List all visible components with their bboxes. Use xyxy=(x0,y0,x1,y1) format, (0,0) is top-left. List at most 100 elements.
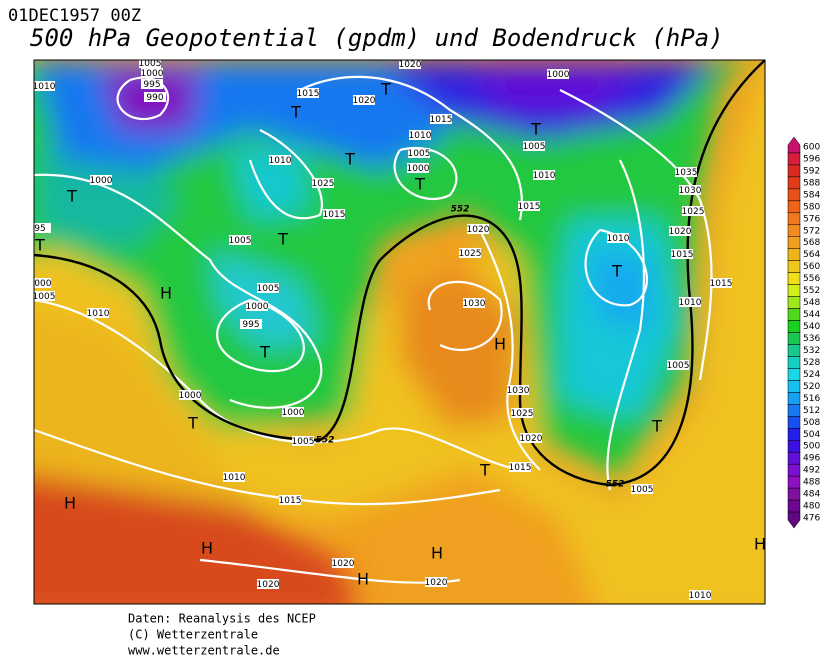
isobar-label-bg xyxy=(87,308,109,318)
isobar-label: 1005 xyxy=(523,142,546,152)
isobar-label-group: 1005 xyxy=(631,484,654,495)
isobar-label-group: 1015 xyxy=(279,495,301,506)
colorbar-tick-label: 596 xyxy=(803,154,820,164)
isobar-label-bg xyxy=(34,291,55,301)
colorbar-cell xyxy=(787,320,801,333)
colorbar-cell xyxy=(787,404,801,417)
isobar-label-group: 1015 xyxy=(671,249,693,260)
colorbar-tick-label: 584 xyxy=(803,190,820,200)
isobar-label-bg xyxy=(90,175,112,185)
isobar-label-group: 1020 xyxy=(520,433,543,444)
pressure-center: H xyxy=(201,539,213,558)
isobar-label: 1020 xyxy=(332,559,355,569)
isobar-label: 1010 xyxy=(87,309,110,319)
isobar-label-group: 1000 xyxy=(246,301,269,312)
colorbar-tick-label: 600 xyxy=(803,142,820,152)
isobar-label: 1020 xyxy=(520,434,543,444)
colorbar-tick-label: 568 xyxy=(803,238,820,248)
isobar-label-bg xyxy=(689,590,711,600)
colorbar-cell xyxy=(787,344,801,357)
isobar-label: 1035 xyxy=(675,168,698,178)
isobar-label: 1005 xyxy=(631,485,654,495)
isobar-label-group: 1015 xyxy=(518,201,541,212)
isobar-label: 1020 xyxy=(467,225,490,235)
colorbar-cell xyxy=(787,368,801,381)
isobar-label-bg xyxy=(297,88,319,98)
isobar-label: 1010 xyxy=(533,171,556,181)
isobar-label-bg xyxy=(269,155,291,165)
colorbar-tick-label: 564 xyxy=(803,250,820,260)
pressure-center: T xyxy=(34,236,45,255)
isobar-label-group: 1010 xyxy=(34,81,56,92)
isobar-label-bg xyxy=(257,283,279,293)
colorbar-cell xyxy=(787,260,801,273)
isobar-label: 1010 xyxy=(607,234,630,244)
pressure-center: T xyxy=(414,175,425,194)
isobar-label: 1015 xyxy=(518,202,541,212)
isobar-label-group: 1010 xyxy=(87,308,110,319)
colorbar-tick-label: 488 xyxy=(803,478,820,488)
isobars xyxy=(34,75,713,584)
isobar-label-bg xyxy=(34,223,51,233)
contour-label: 552 xyxy=(316,436,335,446)
isobar-label: 1020 xyxy=(399,60,422,70)
isobar-label-bg xyxy=(279,495,301,505)
colorbar-tick-label: 484 xyxy=(803,490,820,500)
isobar-label: 1005 xyxy=(33,292,56,302)
colorbar-cell xyxy=(787,200,801,214)
colorbar-cell xyxy=(787,164,801,178)
map-labels: 1005100099599010101020100010151020101510… xyxy=(29,60,765,601)
isobar-label-bg xyxy=(507,385,529,395)
colorbar-tick-label: 536 xyxy=(803,334,820,344)
isobar-label-group: 1010 xyxy=(269,155,292,166)
isobar-label-group: 1025 xyxy=(312,178,334,189)
isobar-label: 1015 xyxy=(323,210,346,220)
colorbar-tick-label: 560 xyxy=(803,262,820,272)
isobar-label: 1015 xyxy=(509,463,532,473)
isobar-label-bg xyxy=(332,558,354,568)
isobar-label-bg xyxy=(523,141,545,151)
isobar-label-bg xyxy=(669,226,691,236)
isobar-label: 1000 xyxy=(407,164,430,174)
colorbar-tick-label: 500 xyxy=(803,442,820,452)
isobar-label-group: 1000 xyxy=(141,68,164,79)
isobar-label-bg xyxy=(407,163,429,173)
isobar-label-group: 1015 xyxy=(297,88,319,99)
colorbar-cell xyxy=(787,416,801,429)
isobar-label: 1030 xyxy=(507,386,530,396)
isobar-label-bg xyxy=(607,233,629,243)
isobar-label-group: 1010 xyxy=(607,233,630,244)
colorbar-tick-label: 520 xyxy=(803,382,820,392)
colorbar-tick-label: 508 xyxy=(803,418,820,428)
isobar-label: 1000 xyxy=(29,279,52,289)
isobar-label-bg xyxy=(667,360,689,370)
footer-line: (C) Wetterzentrale xyxy=(128,628,258,642)
colorbar-tick-label: 544 xyxy=(803,310,820,320)
isobar-label: 1030 xyxy=(463,299,486,309)
isobar-label: 1030 xyxy=(679,186,702,196)
colorbar-tick-label: 556 xyxy=(803,274,820,284)
isobar-label-group: 1005 xyxy=(667,360,690,371)
isobar-label: 1005 xyxy=(667,361,690,371)
colorbar-cell xyxy=(787,499,801,513)
isobar-label-group: 1010 xyxy=(533,170,556,181)
isobar-label-group: 990 xyxy=(144,92,166,103)
isobar-label-group: 1020 xyxy=(399,60,422,70)
pressure-center: T xyxy=(380,80,391,99)
isobar-label-bg xyxy=(409,130,431,140)
isobar-label-group: 1005 xyxy=(292,436,314,447)
colorbar-tick-label: 592 xyxy=(803,166,820,176)
isobar-label-group: 1020 xyxy=(425,577,448,588)
pressure-center: H xyxy=(431,544,443,563)
footer-line: www.wetterzentrale.de xyxy=(128,644,280,656)
isobar-label: 1025 xyxy=(682,207,705,217)
isobar-label: 990 xyxy=(146,93,163,103)
colorbar-tick-label: 512 xyxy=(803,406,820,416)
isobar-label-group: 1010 xyxy=(409,130,432,141)
isobar-label-group: 1005 xyxy=(408,148,430,159)
map-title: 500 hPa Geopotential (gpdm) und Bodendru… xyxy=(30,24,724,52)
colorbar-tick-label: 480 xyxy=(803,502,820,512)
isobar-label-group: 1015 xyxy=(710,278,732,289)
colorbar-tick-label: 552 xyxy=(803,286,820,296)
isobar-label-bg xyxy=(141,79,163,89)
